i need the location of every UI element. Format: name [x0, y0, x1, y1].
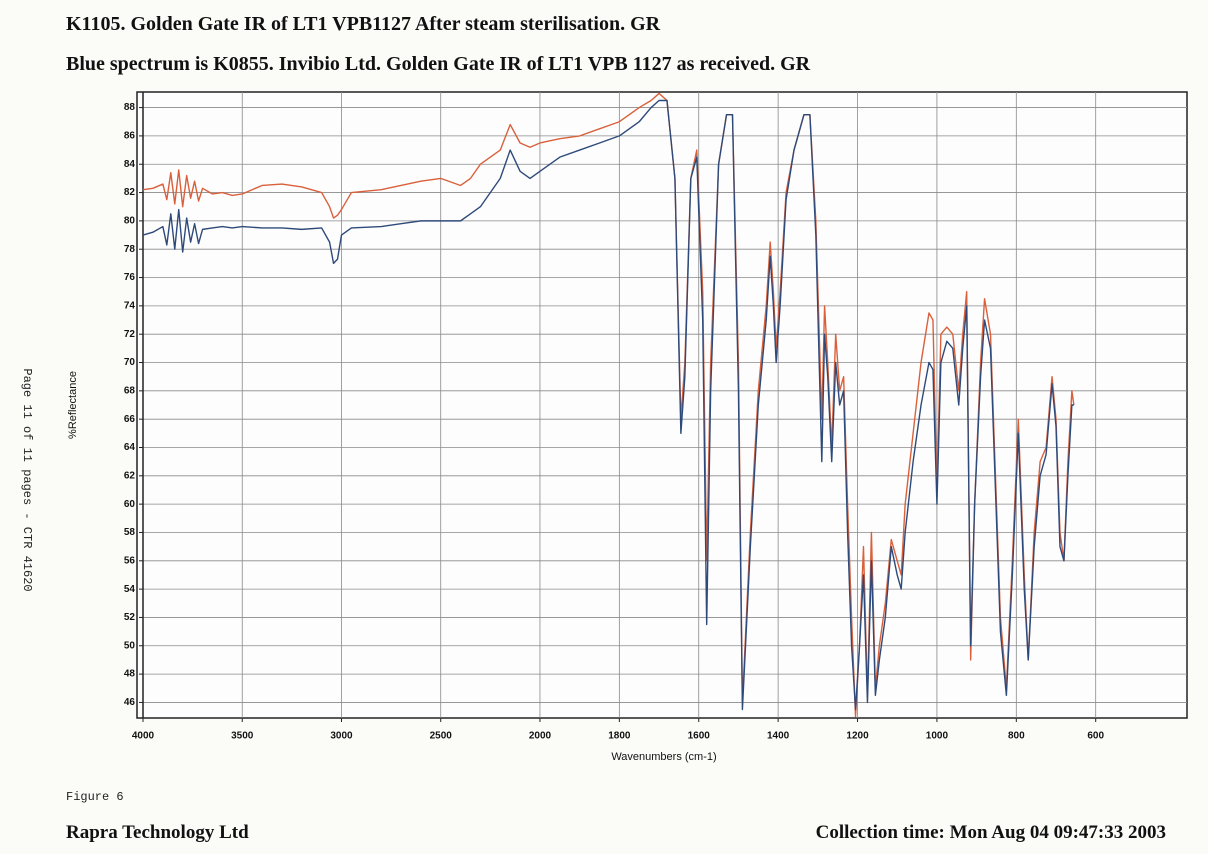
chart-subtitle: Blue spectrum is K0855. Invibio Ltd. Gol…	[66, 53, 811, 75]
x-tick-label: 2000	[529, 731, 552, 742]
y-tick-label: 66	[124, 414, 136, 425]
y-tick-label: 54	[124, 584, 136, 595]
y-tick-label: 72	[124, 329, 136, 340]
collection-time: Collection time: Mon Aug 04 09:47:33 200…	[816, 822, 1166, 843]
y-tick-label: 62	[124, 470, 136, 481]
x-tick-label: 1200	[846, 731, 869, 742]
y-tick-label: 86	[124, 131, 136, 142]
figure-label: Figure 6	[66, 790, 124, 804]
x-tick-label: 3000	[330, 731, 353, 742]
y-tick-label: 70	[124, 357, 136, 368]
y-tick-label: 50	[124, 640, 136, 651]
spectrum-line	[142, 99, 1074, 711]
y-tick-label: 88	[124, 102, 136, 113]
x-tick-label: 2500	[430, 731, 453, 742]
company: Rapra Technology Ltd	[66, 822, 249, 843]
y-tick-label: 68	[124, 385, 136, 396]
side-note: Page 11 of 11 pages - CTR 41620	[20, 368, 34, 591]
x-axis-label: Wavenumbers (cm-1)	[611, 751, 716, 763]
y-tick-label: 84	[124, 159, 136, 170]
x-tick-label: 1600	[688, 731, 711, 742]
y-tick-label: 56	[124, 555, 136, 566]
y-tick-label: 58	[124, 527, 136, 538]
x-tick-label: 1400	[767, 731, 790, 742]
y-tick-label: 60	[124, 499, 136, 510]
y-tick-label: 46	[124, 697, 136, 708]
x-tick-label: 3500	[231, 731, 254, 742]
plot-area	[136, 91, 1188, 719]
x-tick-label: 600	[1087, 731, 1104, 742]
chart-title: K1105. Golden Gate IR of LT1 VPB1127 Aft…	[66, 13, 661, 35]
x-tick-label: 800	[1008, 731, 1025, 742]
y-tick-label: 52	[124, 612, 136, 623]
x-tick-label: 4000	[132, 731, 155, 742]
y-tick-label: 64	[124, 442, 136, 453]
y-tick-label: 76	[124, 272, 136, 283]
y-tick-label: 80	[124, 216, 136, 227]
x-tick-label: 1000	[926, 731, 949, 742]
y-tick-label: 74	[124, 301, 136, 312]
y-tick-label: 48	[124, 669, 136, 680]
y-axis-label: %Reflectance	[67, 371, 79, 439]
y-tick-label: 82	[124, 187, 136, 198]
y-tick-label: 78	[124, 244, 136, 255]
x-tick-label: 1800	[608, 731, 631, 742]
